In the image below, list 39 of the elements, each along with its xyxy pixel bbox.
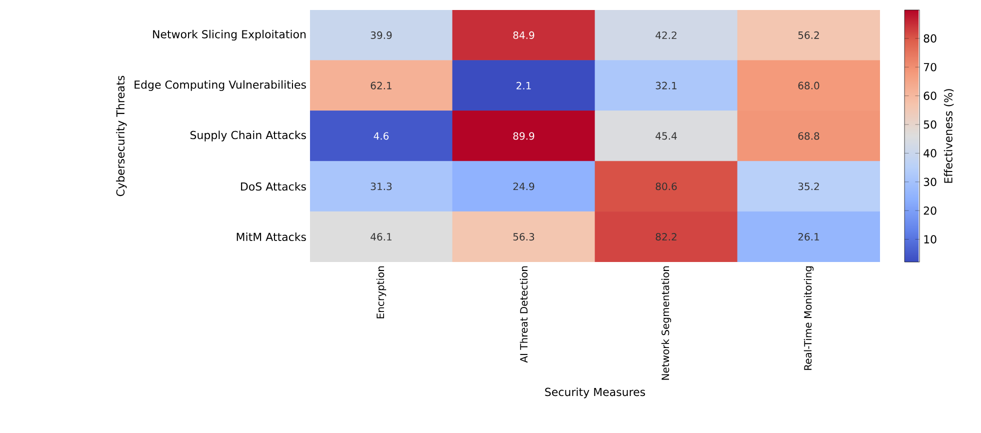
- data-label: 80.6: [656, 182, 677, 190]
- data-label: 84.9: [513, 31, 534, 39]
- x-tick-label: Real-Time Monitoring: [804, 266, 814, 370]
- color-bar-label: 30: [924, 178, 936, 186]
- y-tick-label: MitM Attacks: [236, 232, 306, 242]
- y-tick-label: Supply Chain Attacks: [190, 130, 306, 142]
- data-label: 42.2: [656, 31, 676, 39]
- x-axis-title: Security Measures: [545, 388, 646, 398]
- data-label: 2.1: [516, 82, 531, 90]
- color-bar-label: 40: [924, 149, 936, 158]
- data-label: 82.2: [656, 233, 676, 241]
- y-tick-label: DoS Attacks: [241, 182, 306, 191]
- data-label: 62.1: [370, 82, 392, 90]
- data-label: 46.1: [370, 233, 392, 241]
- color-bar-label: 70: [924, 62, 936, 72]
- data-label: 68.8: [798, 132, 820, 140]
- color-bar-title: Effectiveness (%): [944, 89, 954, 183]
- data-label: 89.9: [513, 132, 534, 140]
- data-label: 4.6: [374, 132, 389, 140]
- data-label: 68.0: [798, 82, 820, 90]
- x-tick-label: AI Threat Detection: [520, 266, 528, 363]
- x-tick-label: Encryption: [376, 266, 386, 318]
- y-tick-label: Edge Computing Vulnerabilities: [134, 80, 306, 91]
- x-tick-label: Network Segmentation: [661, 266, 672, 380]
- data-label: 31.3: [370, 182, 392, 190]
- color-bar-label: 10: [924, 235, 936, 244]
- y-axis-title: Cybersecurity Threats: [116, 76, 127, 196]
- color-bar-label: 50: [924, 120, 936, 129]
- data-label: 24.9: [513, 182, 534, 190]
- data-label: 56.2: [798, 31, 819, 39]
- data-label: 26.1: [798, 233, 819, 241]
- y-tick-label: Network Slicing Exploitation: [153, 30, 306, 41]
- data-label: 32.1: [656, 82, 676, 90]
- color-bar-label: 80: [924, 34, 936, 43]
- data-label: 39.9: [370, 31, 392, 39]
- data-label: 45.4: [656, 132, 677, 140]
- data-label: 56.3: [513, 233, 534, 241]
- color-bar-label: 60: [924, 92, 936, 100]
- color-bar-label: 20: [924, 206, 936, 215]
